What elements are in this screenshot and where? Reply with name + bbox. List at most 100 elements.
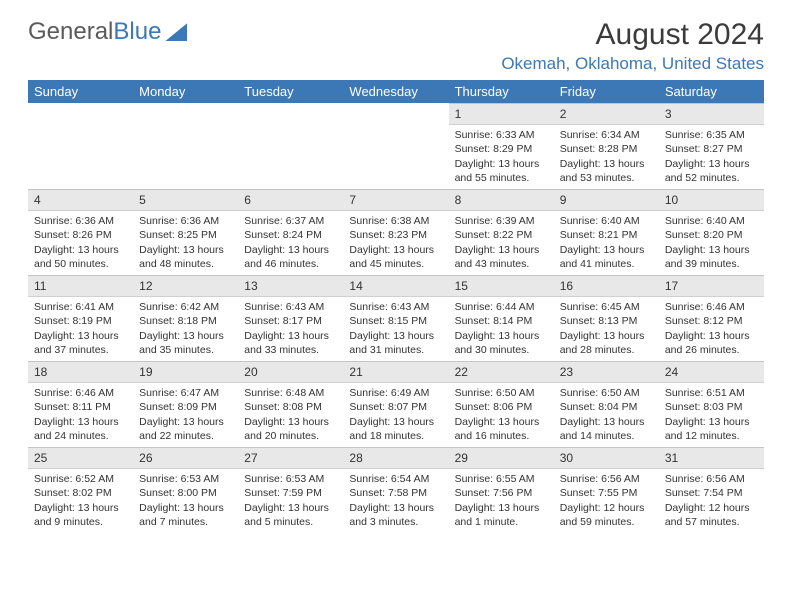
sunrise-line: Sunrise: 6:49 AM: [349, 386, 442, 400]
day-number: 17: [659, 275, 764, 297]
sunrise-line: Sunrise: 6:37 AM: [244, 214, 337, 228]
sunset-line: Sunset: 8:26 PM: [34, 228, 127, 242]
sunrise-line: Sunrise: 6:33 AM: [455, 128, 548, 142]
calendar-day-cell: 12Sunrise: 6:42 AMSunset: 8:18 PMDayligh…: [133, 275, 238, 361]
day-details: Sunrise: 6:44 AMSunset: 8:14 PMDaylight:…: [449, 297, 554, 361]
calendar-day-cell: 17Sunrise: 6:46 AMSunset: 8:12 PMDayligh…: [659, 275, 764, 361]
daylight-line: Daylight: 12 hours and 59 minutes.: [560, 501, 653, 529]
sunset-line: Sunset: 7:59 PM: [244, 486, 337, 500]
sunrise-line: Sunrise: 6:38 AM: [349, 214, 442, 228]
day-details: Sunrise: 6:55 AMSunset: 7:56 PMDaylight:…: [449, 469, 554, 533]
calendar-day-cell: [28, 103, 133, 189]
day-details: Sunrise: 6:49 AMSunset: 8:07 PMDaylight:…: [343, 383, 448, 447]
daylight-line: Daylight: 13 hours and 9 minutes.: [34, 501, 127, 529]
day-number: 22: [449, 361, 554, 383]
day-details: Sunrise: 6:43 AMSunset: 8:17 PMDaylight:…: [238, 297, 343, 361]
daylight-line: Daylight: 13 hours and 41 minutes.: [560, 243, 653, 271]
calendar-day-cell: 19Sunrise: 6:47 AMSunset: 8:09 PMDayligh…: [133, 361, 238, 447]
brand-logo: GeneralBlue: [28, 18, 187, 46]
calendar-day-cell: 2Sunrise: 6:34 AMSunset: 8:28 PMDaylight…: [554, 103, 659, 189]
calendar-day-cell: 11Sunrise: 6:41 AMSunset: 8:19 PMDayligh…: [28, 275, 133, 361]
brand-triangle-icon: [165, 23, 187, 41]
weekday-header: Sunday: [28, 80, 133, 103]
sunset-line: Sunset: 8:19 PM: [34, 314, 127, 328]
daylight-line: Daylight: 13 hours and 12 minutes.: [665, 415, 758, 443]
day-details: Sunrise: 6:48 AMSunset: 8:08 PMDaylight:…: [238, 383, 343, 447]
sunset-line: Sunset: 8:21 PM: [560, 228, 653, 242]
calendar-day-cell: 3Sunrise: 6:35 AMSunset: 8:27 PMDaylight…: [659, 103, 764, 189]
sunrise-line: Sunrise: 6:42 AM: [139, 300, 232, 314]
calendar-day-cell: 20Sunrise: 6:48 AMSunset: 8:08 PMDayligh…: [238, 361, 343, 447]
day-number: 15: [449, 275, 554, 297]
calendar-day-cell: 14Sunrise: 6:43 AMSunset: 8:15 PMDayligh…: [343, 275, 448, 361]
daylight-line: Daylight: 13 hours and 37 minutes.: [34, 329, 127, 357]
weekday-header: Wednesday: [343, 80, 448, 103]
weekday-header: Tuesday: [238, 80, 343, 103]
calendar-day-cell: [343, 103, 448, 189]
day-number: 24: [659, 361, 764, 383]
brand-part1: General: [28, 18, 113, 46]
day-number: 14: [343, 275, 448, 297]
sunset-line: Sunset: 7:58 PM: [349, 486, 442, 500]
day-number: 23: [554, 361, 659, 383]
daylight-line: Daylight: 13 hours and 3 minutes.: [349, 501, 442, 529]
day-number: 3: [659, 103, 764, 125]
daylight-line: Daylight: 13 hours and 45 minutes.: [349, 243, 442, 271]
day-details: Sunrise: 6:53 AMSunset: 7:59 PMDaylight:…: [238, 469, 343, 533]
calendar-day-cell: 28Sunrise: 6:54 AMSunset: 7:58 PMDayligh…: [343, 447, 448, 533]
day-number: 21: [343, 361, 448, 383]
daylight-line: Daylight: 13 hours and 18 minutes.: [349, 415, 442, 443]
sunset-line: Sunset: 8:06 PM: [455, 400, 548, 414]
calendar-day-cell: 8Sunrise: 6:39 AMSunset: 8:22 PMDaylight…: [449, 189, 554, 275]
sunrise-line: Sunrise: 6:43 AM: [244, 300, 337, 314]
day-details: Sunrise: 6:42 AMSunset: 8:18 PMDaylight:…: [133, 297, 238, 361]
sunrise-line: Sunrise: 6:54 AM: [349, 472, 442, 486]
day-details: Sunrise: 6:51 AMSunset: 8:03 PMDaylight:…: [659, 383, 764, 447]
sunset-line: Sunset: 8:29 PM: [455, 142, 548, 156]
day-details: Sunrise: 6:33 AMSunset: 8:29 PMDaylight:…: [449, 125, 554, 189]
day-number: 8: [449, 189, 554, 211]
calendar-day-cell: 23Sunrise: 6:50 AMSunset: 8:04 PMDayligh…: [554, 361, 659, 447]
calendar-day-cell: 31Sunrise: 6:56 AMSunset: 7:54 PMDayligh…: [659, 447, 764, 533]
sunset-line: Sunset: 8:02 PM: [34, 486, 127, 500]
day-details: Sunrise: 6:40 AMSunset: 8:21 PMDaylight:…: [554, 211, 659, 275]
sunset-line: Sunset: 8:07 PM: [349, 400, 442, 414]
sunset-line: Sunset: 7:54 PM: [665, 486, 758, 500]
daylight-line: Daylight: 13 hours and 52 minutes.: [665, 157, 758, 185]
sunrise-line: Sunrise: 6:50 AM: [560, 386, 653, 400]
day-number: 20: [238, 361, 343, 383]
sunset-line: Sunset: 8:03 PM: [665, 400, 758, 414]
day-details: Sunrise: 6:56 AMSunset: 7:55 PMDaylight:…: [554, 469, 659, 533]
calendar-day-cell: 4Sunrise: 6:36 AMSunset: 8:26 PMDaylight…: [28, 189, 133, 275]
day-details: Sunrise: 6:54 AMSunset: 7:58 PMDaylight:…: [343, 469, 448, 533]
daylight-line: Daylight: 13 hours and 35 minutes.: [139, 329, 232, 357]
calendar-day-cell: 18Sunrise: 6:46 AMSunset: 8:11 PMDayligh…: [28, 361, 133, 447]
sunset-line: Sunset: 8:18 PM: [139, 314, 232, 328]
day-details: Sunrise: 6:34 AMSunset: 8:28 PMDaylight:…: [554, 125, 659, 189]
daylight-line: Daylight: 13 hours and 5 minutes.: [244, 501, 337, 529]
day-number: 1: [449, 103, 554, 125]
sunset-line: Sunset: 7:56 PM: [455, 486, 548, 500]
daylight-line: Daylight: 13 hours and 31 minutes.: [349, 329, 442, 357]
day-number: 7: [343, 189, 448, 211]
daylight-line: Daylight: 13 hours and 33 minutes.: [244, 329, 337, 357]
brand-part2: Blue: [113, 18, 161, 46]
sunrise-line: Sunrise: 6:51 AM: [665, 386, 758, 400]
sunset-line: Sunset: 8:09 PM: [139, 400, 232, 414]
weekday-header: Monday: [133, 80, 238, 103]
calendar-day-cell: 7Sunrise: 6:38 AMSunset: 8:23 PMDaylight…: [343, 189, 448, 275]
calendar-day-cell: 27Sunrise: 6:53 AMSunset: 7:59 PMDayligh…: [238, 447, 343, 533]
weekday-header: Friday: [554, 80, 659, 103]
day-details: Sunrise: 6:36 AMSunset: 8:25 PMDaylight:…: [133, 211, 238, 275]
day-details: Sunrise: 6:38 AMSunset: 8:23 PMDaylight:…: [343, 211, 448, 275]
calendar-day-cell: 25Sunrise: 6:52 AMSunset: 8:02 PMDayligh…: [28, 447, 133, 533]
calendar-day-cell: 24Sunrise: 6:51 AMSunset: 8:03 PMDayligh…: [659, 361, 764, 447]
day-number: 26: [133, 447, 238, 469]
day-number: 5: [133, 189, 238, 211]
daylight-line: Daylight: 13 hours and 28 minutes.: [560, 329, 653, 357]
calendar-day-cell: 1Sunrise: 6:33 AMSunset: 8:29 PMDaylight…: [449, 103, 554, 189]
sunrise-line: Sunrise: 6:40 AM: [665, 214, 758, 228]
daylight-line: Daylight: 13 hours and 26 minutes.: [665, 329, 758, 357]
sunset-line: Sunset: 8:28 PM: [560, 142, 653, 156]
day-details: Sunrise: 6:43 AMSunset: 8:15 PMDaylight:…: [343, 297, 448, 361]
